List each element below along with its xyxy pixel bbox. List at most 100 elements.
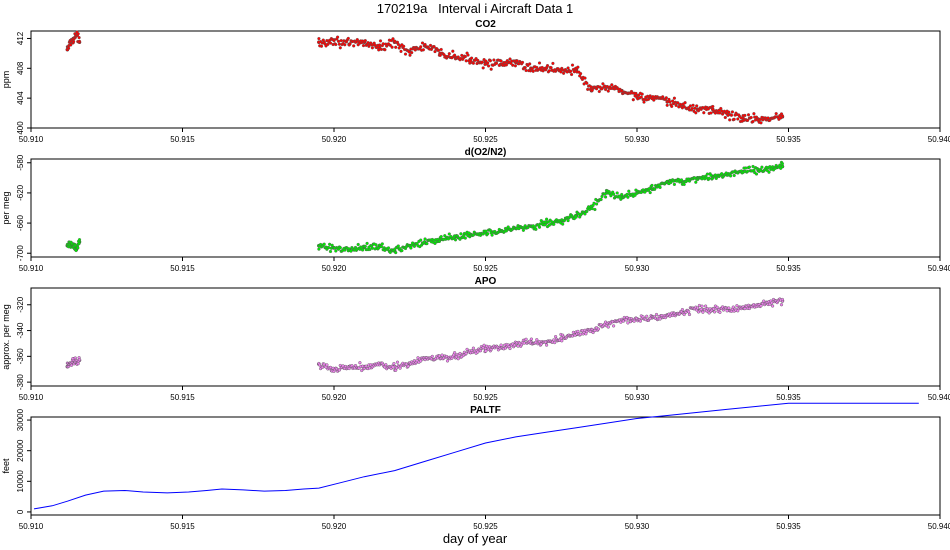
x-tick-label: 50.925 <box>473 522 498 531</box>
data-point <box>569 69 573 73</box>
data-point <box>778 163 782 167</box>
data-point <box>665 103 669 107</box>
data-point <box>77 238 82 242</box>
data-point <box>348 42 352 46</box>
data-point <box>456 357 460 361</box>
data-point <box>363 38 367 43</box>
data-point <box>467 231 471 235</box>
data-point <box>650 183 654 187</box>
data-point <box>437 239 441 243</box>
data-point <box>522 341 526 345</box>
data-point <box>583 76 587 80</box>
data-point <box>561 71 566 75</box>
data-point <box>636 93 641 97</box>
data-point <box>539 219 543 223</box>
y-tick-label: 0 <box>16 509 25 514</box>
data-point <box>439 235 443 239</box>
data-point <box>380 242 384 246</box>
data-point <box>339 38 343 43</box>
data-point <box>377 48 381 52</box>
data-point <box>463 236 467 240</box>
data-point <box>399 49 403 53</box>
data-point <box>451 49 455 53</box>
data-point <box>511 63 515 67</box>
data-point <box>770 304 775 308</box>
data-point <box>74 248 78 253</box>
data-point <box>504 63 508 67</box>
data-point <box>531 69 535 73</box>
data-point <box>390 45 394 49</box>
data-point <box>433 49 437 54</box>
data-point <box>544 217 549 221</box>
data-point <box>71 39 76 44</box>
data-point <box>601 82 605 86</box>
x-tick-label: 50.920 <box>322 522 347 531</box>
data-point <box>559 70 563 74</box>
x-tick-label: 50.940 <box>928 135 950 144</box>
data-point <box>337 42 341 46</box>
data-point <box>447 232 451 236</box>
data-point <box>76 362 80 366</box>
data-point <box>610 83 614 87</box>
data-point <box>726 113 730 117</box>
data-point <box>352 44 356 48</box>
data-point <box>499 59 503 63</box>
x-tick-label: 50.940 <box>928 393 950 402</box>
data-point <box>720 172 724 176</box>
data-point <box>458 351 462 356</box>
data-point <box>727 306 731 310</box>
x-tick-label: 50.925 <box>473 393 498 402</box>
data-point <box>430 354 434 358</box>
x-tick-label: 50.930 <box>625 393 650 402</box>
y-tick-label: 10000 <box>16 470 25 493</box>
x-tick-label: 50.920 <box>322 264 347 273</box>
plot-frame <box>30 416 941 516</box>
data-point <box>521 228 525 232</box>
data-point <box>488 59 492 63</box>
data-point <box>66 46 71 50</box>
panel-title: APO <box>475 276 497 287</box>
x-tick-label: 50.910 <box>19 522 44 531</box>
data-point <box>423 237 427 241</box>
data-point <box>320 365 324 369</box>
data-point <box>379 47 383 51</box>
data-point <box>379 245 383 249</box>
data-point <box>712 310 717 314</box>
data-point <box>334 249 338 253</box>
data-point <box>508 346 512 351</box>
x-tick-label: 50.930 <box>625 135 650 144</box>
plot-frame <box>30 287 941 387</box>
data-point <box>560 339 564 343</box>
data-point <box>603 192 607 196</box>
data-point <box>779 303 784 307</box>
series-line <box>33 402 919 510</box>
data-point <box>508 57 512 61</box>
data-point <box>481 66 485 70</box>
data-point <box>774 111 778 116</box>
data-point <box>625 192 629 196</box>
data-point <box>725 309 729 313</box>
data-point <box>432 44 436 49</box>
data-point <box>484 229 488 233</box>
data-point <box>334 42 338 47</box>
data-point <box>515 59 519 63</box>
data-point <box>396 244 400 248</box>
data-point <box>658 317 662 321</box>
data-point <box>459 232 463 236</box>
data-point <box>470 56 474 60</box>
data-point <box>578 71 583 76</box>
data-point <box>592 201 596 205</box>
data-point <box>627 189 631 193</box>
data-point <box>535 338 539 342</box>
data-point <box>439 47 443 52</box>
y-tick-label: -380 <box>16 374 25 391</box>
data-point <box>437 354 441 358</box>
data-point <box>453 53 457 57</box>
data-point <box>482 343 486 347</box>
data-point <box>388 43 392 47</box>
data-point <box>693 106 697 110</box>
data-point <box>670 104 674 108</box>
data-point <box>543 223 547 227</box>
data-point <box>561 222 565 226</box>
data-point <box>731 305 735 309</box>
